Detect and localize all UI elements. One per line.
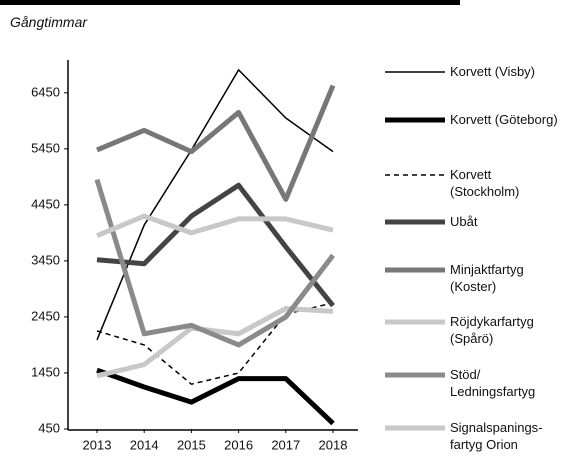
legend-label: Korvett (Visby) bbox=[450, 64, 536, 79]
title-bar bbox=[0, 0, 460, 5]
y-tick-label: 5450 bbox=[31, 140, 60, 155]
x-tick-label: 2014 bbox=[130, 437, 159, 452]
x-tick-label: 2013 bbox=[83, 437, 112, 452]
y-tick-label: 450 bbox=[38, 420, 60, 435]
legend-label: Stöd/ Ledningsfartyg bbox=[450, 367, 536, 399]
legend-label: Ubåt bbox=[450, 214, 478, 229]
series-line bbox=[96, 69, 334, 341]
legend-label: Minjaktfartyg (Koster) bbox=[450, 262, 524, 294]
legend-label: Röjdykarfartyg (Spårö) bbox=[450, 314, 534, 346]
y-tick-label: 1450 bbox=[31, 364, 60, 379]
x-tick-label: 2018 bbox=[319, 437, 348, 452]
series-line bbox=[94, 178, 335, 348]
legend-label: Korvett (Göteborg) bbox=[450, 112, 558, 127]
series-line bbox=[96, 213, 334, 239]
legend-label: Signalspanings­fartyg Orion bbox=[450, 420, 543, 452]
series-line bbox=[96, 182, 335, 308]
y-tick-label: 6450 bbox=[31, 84, 60, 99]
x-tick-label: 2016 bbox=[224, 437, 253, 452]
subtitle: Gångtimmar bbox=[10, 14, 88, 30]
legend-label: Korvett (Stockholm) bbox=[450, 167, 520, 199]
x-tick-label: 2015 bbox=[177, 437, 206, 452]
series-line bbox=[96, 302, 334, 385]
x-tick-label: 2017 bbox=[271, 437, 300, 452]
y-tick-label: 4450 bbox=[31, 196, 60, 211]
series-line bbox=[96, 367, 335, 426]
y-tick-label: 2450 bbox=[31, 308, 60, 323]
series-line bbox=[96, 84, 336, 202]
y-tick-label: 3450 bbox=[31, 252, 60, 267]
